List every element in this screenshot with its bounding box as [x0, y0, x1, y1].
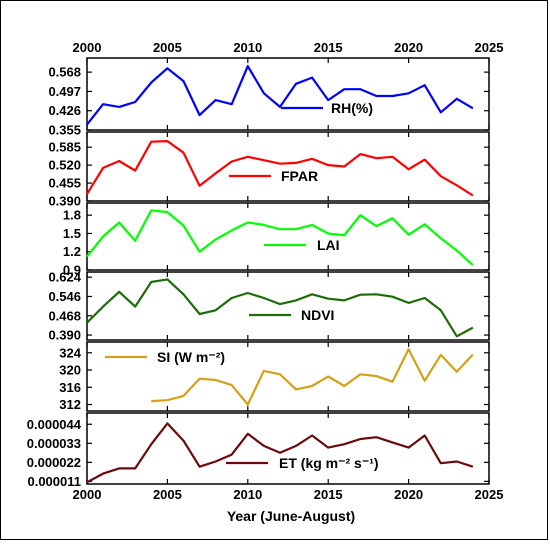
x-axis-title: Year (June-August): [227, 508, 355, 524]
panel-4: 312 316 320 324 SI (W m⁻²): [59, 341, 490, 412]
y-tick-label: 312: [59, 397, 81, 412]
top-x-tick-label: 2010: [233, 40, 262, 55]
legend-label: NDVI: [301, 307, 334, 323]
y-tick-label: 0.520: [48, 158, 81, 173]
y-tick-label: 324: [59, 345, 81, 360]
panel-border: [86, 131, 490, 202]
panel-1: 0.390 0.455 0.520 0.585 FPAR: [48, 131, 490, 209]
y-tick-label: 0.000044: [27, 417, 82, 432]
series-line: [86, 278, 474, 338]
panels: 0.355 0.426 0.497 0.568 RH(%) 0.390 0.455 0.520…: [27, 57, 490, 489]
legend-label: LAI: [317, 237, 340, 253]
bottom-x-tick-label: 2025: [475, 487, 504, 502]
y-tick-label: 0.624: [48, 270, 81, 285]
y-tick-label: 0.390: [48, 328, 81, 343]
top-x-tick-label: 2025: [475, 40, 504, 55]
y-tick-label: 0.455: [48, 176, 81, 191]
legend-label: FPAR: [281, 168, 318, 184]
panel-2: 0.9 1.2 1.5 1.8 LAI: [63, 202, 490, 278]
y-tick-label: 1.8: [63, 208, 81, 223]
series-line: [86, 65, 474, 126]
y-tick-label: 0.000033: [27, 436, 81, 451]
y-tick-label: 0.426: [48, 103, 81, 118]
legend-label: SI (W m⁻²): [157, 349, 225, 365]
bottom-x-tick-label: 2000: [73, 487, 102, 502]
y-tick-label: 0.585: [48, 140, 81, 155]
y-tick-label: 0.468: [48, 308, 81, 323]
panel-border: [86, 341, 490, 412]
panel-border: [86, 57, 490, 131]
y-tick-label: 316: [59, 380, 81, 395]
bottom-x-axis: 2000 2005 2010 2015 2020 2025: [73, 487, 504, 502]
series-line: [86, 140, 474, 197]
panel-border: [86, 412, 490, 485]
panel-0: 0.355 0.426 0.497 0.568 RH(%): [48, 57, 490, 138]
y-tick-label: 0.568: [48, 65, 81, 80]
series-line: [86, 422, 474, 484]
y-tick-label: 0.497: [48, 84, 81, 99]
y-tick-label: 0.546: [48, 289, 81, 304]
y-tick-label: 0.000011: [27, 474, 81, 489]
legend-label: ET (kg m⁻² s⁻¹): [279, 455, 379, 471]
y-tick-label: 1.2: [63, 244, 81, 259]
y-tick-label: 320: [59, 363, 81, 378]
y-tick-label: 0.390: [48, 194, 81, 209]
top-x-tick-label: 2015: [314, 40, 343, 55]
y-tick-label: 1.5: [63, 226, 81, 241]
bottom-x-tick-label: 2010: [233, 487, 262, 502]
y-tick-label: 0.355: [48, 123, 81, 138]
top-x-tick-label: 2000: [73, 40, 102, 55]
bottom-x-tick-label: 2020: [394, 487, 423, 502]
panel-5: 0.000011 0.000022 0.000033 0.000044 ET (kg m…: [27, 412, 490, 489]
series-line: [86, 209, 474, 266]
top-x-axis: 2000 2005 2010 2015 2020 2025: [73, 40, 504, 55]
y-tick-label: 0.000022: [27, 455, 81, 470]
panel-border: [86, 271, 490, 341]
panel-3: 0.390 0.468 0.546 0.624 NDVI: [48, 270, 490, 343]
top-x-tick-label: 2020: [394, 40, 423, 55]
bottom-x-tick-label: 2005: [153, 487, 182, 502]
series-line: [151, 348, 474, 406]
y-tick-label: 0.9: [63, 263, 81, 278]
top-x-tick-label: 2005: [153, 40, 182, 55]
legend-label: RH(%): [331, 100, 373, 116]
panel-border: [86, 202, 490, 271]
bottom-x-tick-label: 2015: [314, 487, 343, 502]
